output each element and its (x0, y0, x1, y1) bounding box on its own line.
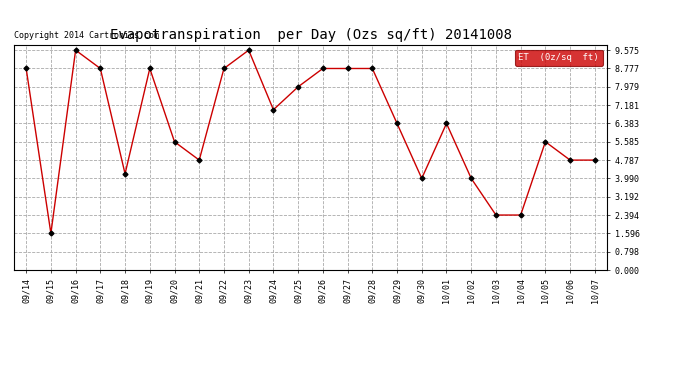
Title: Evapotranspiration  per Day (Ozs sq/ft) 20141008: Evapotranspiration per Day (Ozs sq/ft) 2… (110, 28, 511, 42)
Legend: ET  (0z/sq  ft): ET (0z/sq ft) (515, 50, 602, 66)
Text: Copyright 2014 Cartronics.com: Copyright 2014 Cartronics.com (14, 32, 159, 40)
